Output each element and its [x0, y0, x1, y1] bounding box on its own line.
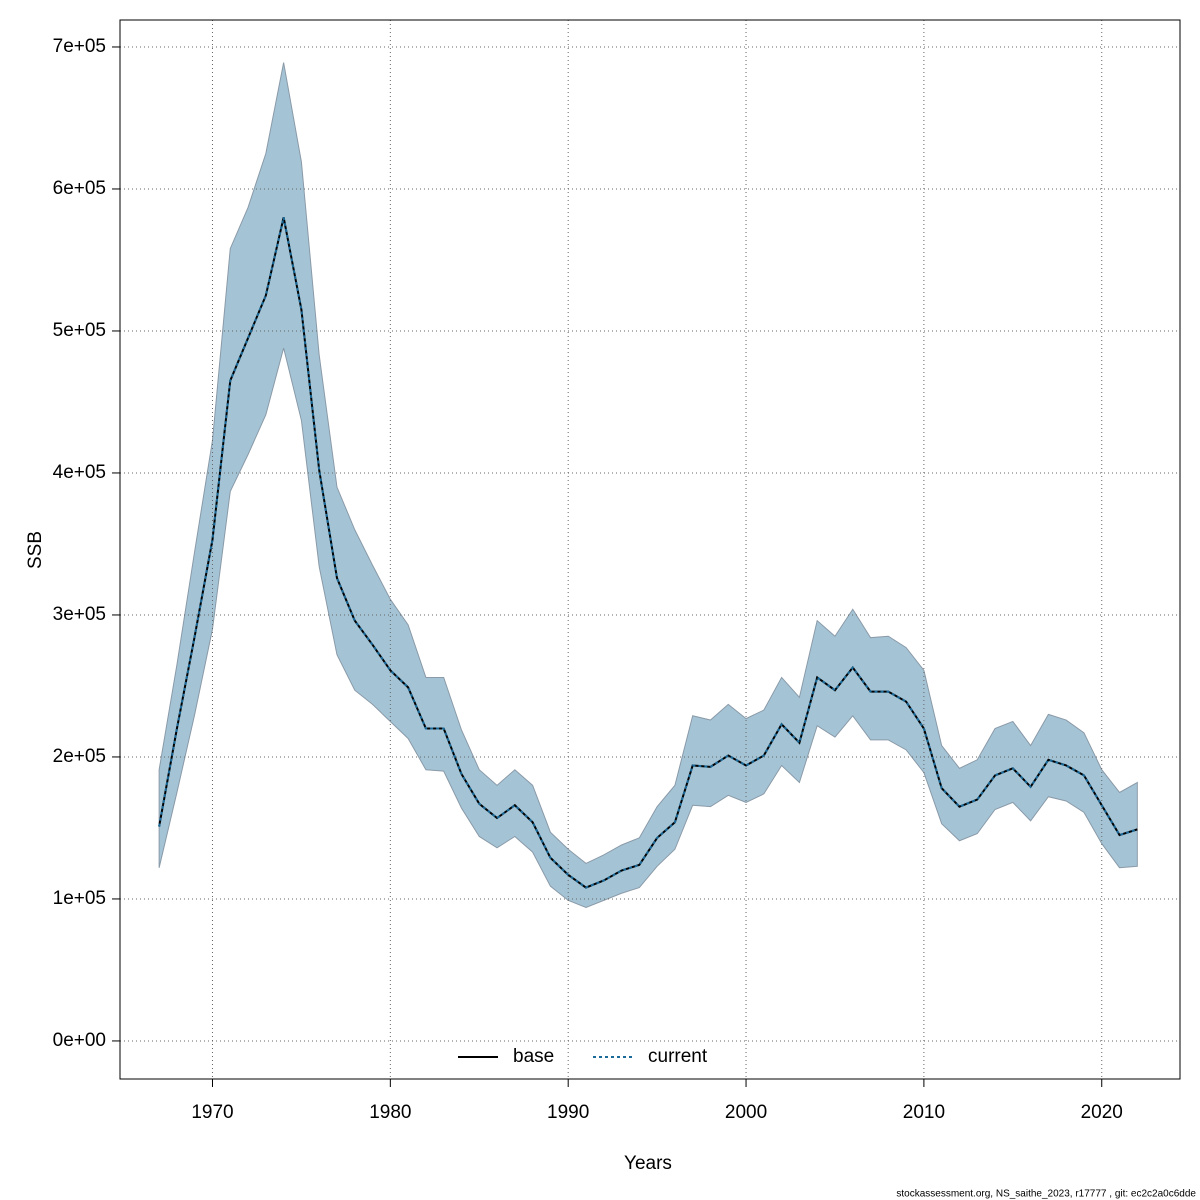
x-axis-label: Years [624, 1153, 672, 1174]
y-tick-label: 1e+05 [53, 888, 106, 909]
x-tick-label: 2000 [725, 1102, 767, 1123]
plot-frame [119, 19, 1181, 1080]
x-tick-label: 1980 [369, 1102, 411, 1123]
series-line [158, 217, 1138, 889]
legend-label: base [513, 1046, 554, 1067]
legend-label: current [648, 1046, 708, 1067]
y-tick-label: 5e+05 [53, 320, 106, 341]
y-tick-label: 3e+05 [53, 604, 106, 625]
confidence-band [158, 62, 1138, 909]
y-axis-label: SSB [25, 531, 46, 569]
x-tick-label: 1970 [191, 1102, 233, 1123]
y-tick-label: 4e+05 [53, 462, 106, 483]
x-tick-label: 2020 [1081, 1102, 1123, 1123]
y-tick-label: 6e+05 [53, 178, 106, 199]
footnote: stockassessment.org, NS_saithe_2023, r17… [896, 1189, 1196, 1200]
x-tick-label: 2010 [903, 1102, 945, 1123]
y-tick-label: 2e+05 [53, 746, 106, 767]
y-tick-label: 0e+00 [53, 1030, 106, 1051]
x-tick-label: 1990 [547, 1102, 589, 1123]
y-tick-label: 7e+05 [53, 36, 106, 57]
